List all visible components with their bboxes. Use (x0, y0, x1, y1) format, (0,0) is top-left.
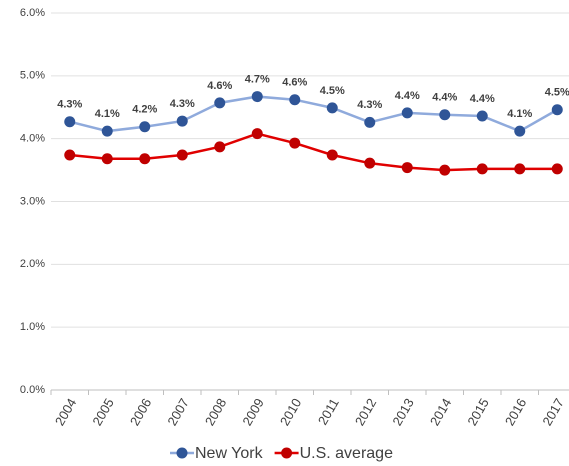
x-tick-label: 2008 (202, 396, 229, 429)
x-tick-label: 2007 (164, 396, 191, 429)
x-tick-label: 2004 (52, 396, 79, 429)
point (551, 163, 563, 175)
x-tick-label: 2017 (539, 396, 566, 429)
value-label: 4.6% (207, 80, 232, 92)
legend-label: New York (195, 445, 264, 462)
point (326, 149, 338, 161)
value-label: 4.1% (507, 108, 532, 120)
point (364, 157, 376, 169)
point (514, 125, 526, 137)
point (401, 107, 413, 119)
point (476, 110, 488, 122)
value-label: 4.6% (282, 77, 307, 89)
x-tick-label: 2016 (502, 396, 529, 429)
x-tick-label: 2013 (389, 396, 416, 429)
value-label: 4.1% (95, 108, 120, 120)
y-tick-label: 0.0% (20, 384, 45, 396)
y-tick-label: 4.0% (20, 133, 45, 145)
point (139, 121, 151, 133)
point (476, 163, 488, 175)
point (139, 153, 151, 165)
y-tick-label: 6.0% (20, 7, 45, 19)
y-tick-label: 3.0% (20, 195, 45, 207)
x-tick-label: 2014 (427, 396, 454, 429)
value-label: 4.5% (320, 85, 345, 97)
point (251, 91, 263, 103)
x-tick-label: 2006 (127, 396, 154, 429)
point (176, 149, 188, 161)
legend-marker (176, 447, 188, 459)
point (401, 162, 413, 174)
y-tick-label: 5.0% (20, 70, 45, 82)
series-line (69, 95, 558, 133)
x-tick-label: 2005 (89, 396, 116, 429)
value-label: 4.3% (57, 99, 82, 111)
value-label: 4.4% (470, 93, 495, 105)
point (289, 94, 301, 106)
point (326, 102, 338, 114)
point (64, 116, 76, 128)
x-tick-label: 2009 (239, 396, 266, 429)
point (251, 128, 263, 140)
value-label: 4.2% (132, 104, 157, 116)
point (101, 153, 113, 165)
y-tick-label: 2.0% (20, 258, 45, 270)
x-tick-label: 2011 (315, 396, 342, 428)
point (551, 104, 563, 116)
point (176, 115, 188, 127)
value-label: 4.5% (545, 87, 569, 99)
point (64, 149, 76, 161)
value-label: 4.3% (170, 98, 195, 110)
point (101, 125, 113, 137)
value-label: 4.3% (357, 99, 382, 111)
legend-label: U.S. average (300, 445, 393, 462)
legend-marker (281, 447, 293, 459)
point (289, 137, 301, 149)
value-label: 4.4% (432, 92, 457, 104)
point (214, 141, 226, 153)
point (364, 116, 376, 128)
value-label: 4.4% (395, 90, 420, 102)
x-tick-label: 2015 (464, 396, 491, 429)
point (214, 97, 226, 109)
point (439, 109, 451, 121)
x-tick-label: 2010 (277, 396, 304, 429)
series-line (69, 132, 558, 172)
point (514, 163, 526, 175)
x-tick-label: 2012 (352, 396, 379, 429)
y-tick-label: 1.0% (20, 321, 45, 333)
value-label: 4.7% (245, 73, 270, 85)
point (439, 164, 451, 176)
